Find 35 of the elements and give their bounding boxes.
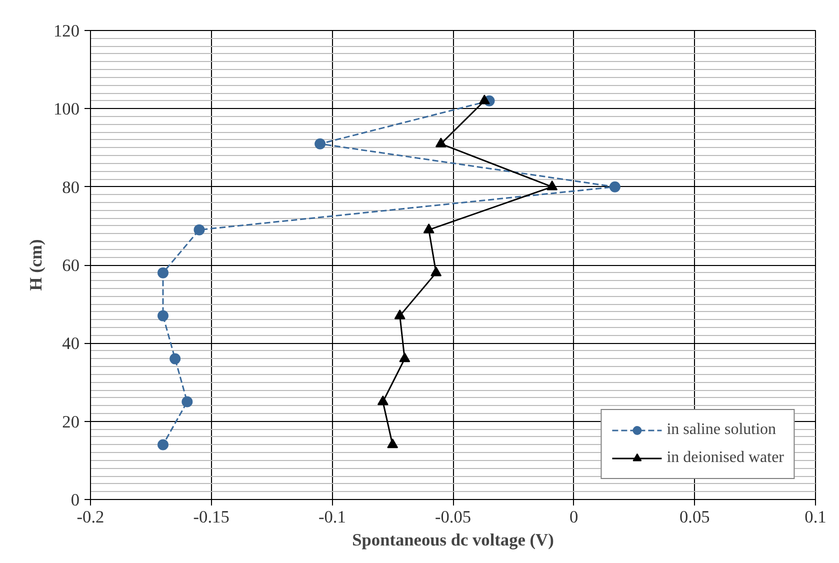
point bbox=[194, 224, 205, 236]
point bbox=[158, 267, 168, 278]
y-tick-label: 80 bbox=[62, 178, 80, 197]
point bbox=[609, 181, 620, 192]
point bbox=[158, 439, 168, 450]
y-tick-label: 20 bbox=[62, 412, 80, 432]
y-tick-label: 40 bbox=[62, 334, 80, 354]
x-tick-label: -0.15 bbox=[193, 508, 230, 526]
y-tick-label: 0 bbox=[70, 490, 80, 510]
y-tick-label: 60 bbox=[62, 256, 80, 275]
y-axis-title: H (cm) bbox=[26, 239, 46, 291]
legend-label: in saline solution bbox=[666, 421, 776, 439]
x-tick-label: 0.05 bbox=[680, 508, 710, 526]
point bbox=[394, 310, 406, 320]
x-tick-label: -0.1 bbox=[318, 508, 346, 526]
point bbox=[435, 138, 446, 148]
point bbox=[314, 138, 326, 150]
point bbox=[423, 224, 434, 234]
point bbox=[399, 352, 410, 362]
point bbox=[377, 396, 388, 406]
x-tick-label: 0 bbox=[570, 508, 578, 526]
legend-label: in deionised water bbox=[666, 449, 784, 467]
x-tick-label: 0.1 bbox=[804, 508, 826, 526]
x-tick-label: -0.2 bbox=[76, 508, 104, 526]
point bbox=[478, 94, 490, 104]
point bbox=[182, 396, 193, 408]
y-tick-label: 120 bbox=[54, 22, 80, 40]
x-axis-title: Spontaneous dc voltage (V) bbox=[352, 530, 554, 550]
point bbox=[430, 266, 442, 276]
y-tick-label: 100 bbox=[54, 100, 80, 119]
point bbox=[158, 310, 168, 322]
point bbox=[546, 180, 558, 190]
point bbox=[387, 438, 398, 448]
point bbox=[170, 353, 181, 364]
x-tick-label: -0.05 bbox=[434, 508, 472, 526]
